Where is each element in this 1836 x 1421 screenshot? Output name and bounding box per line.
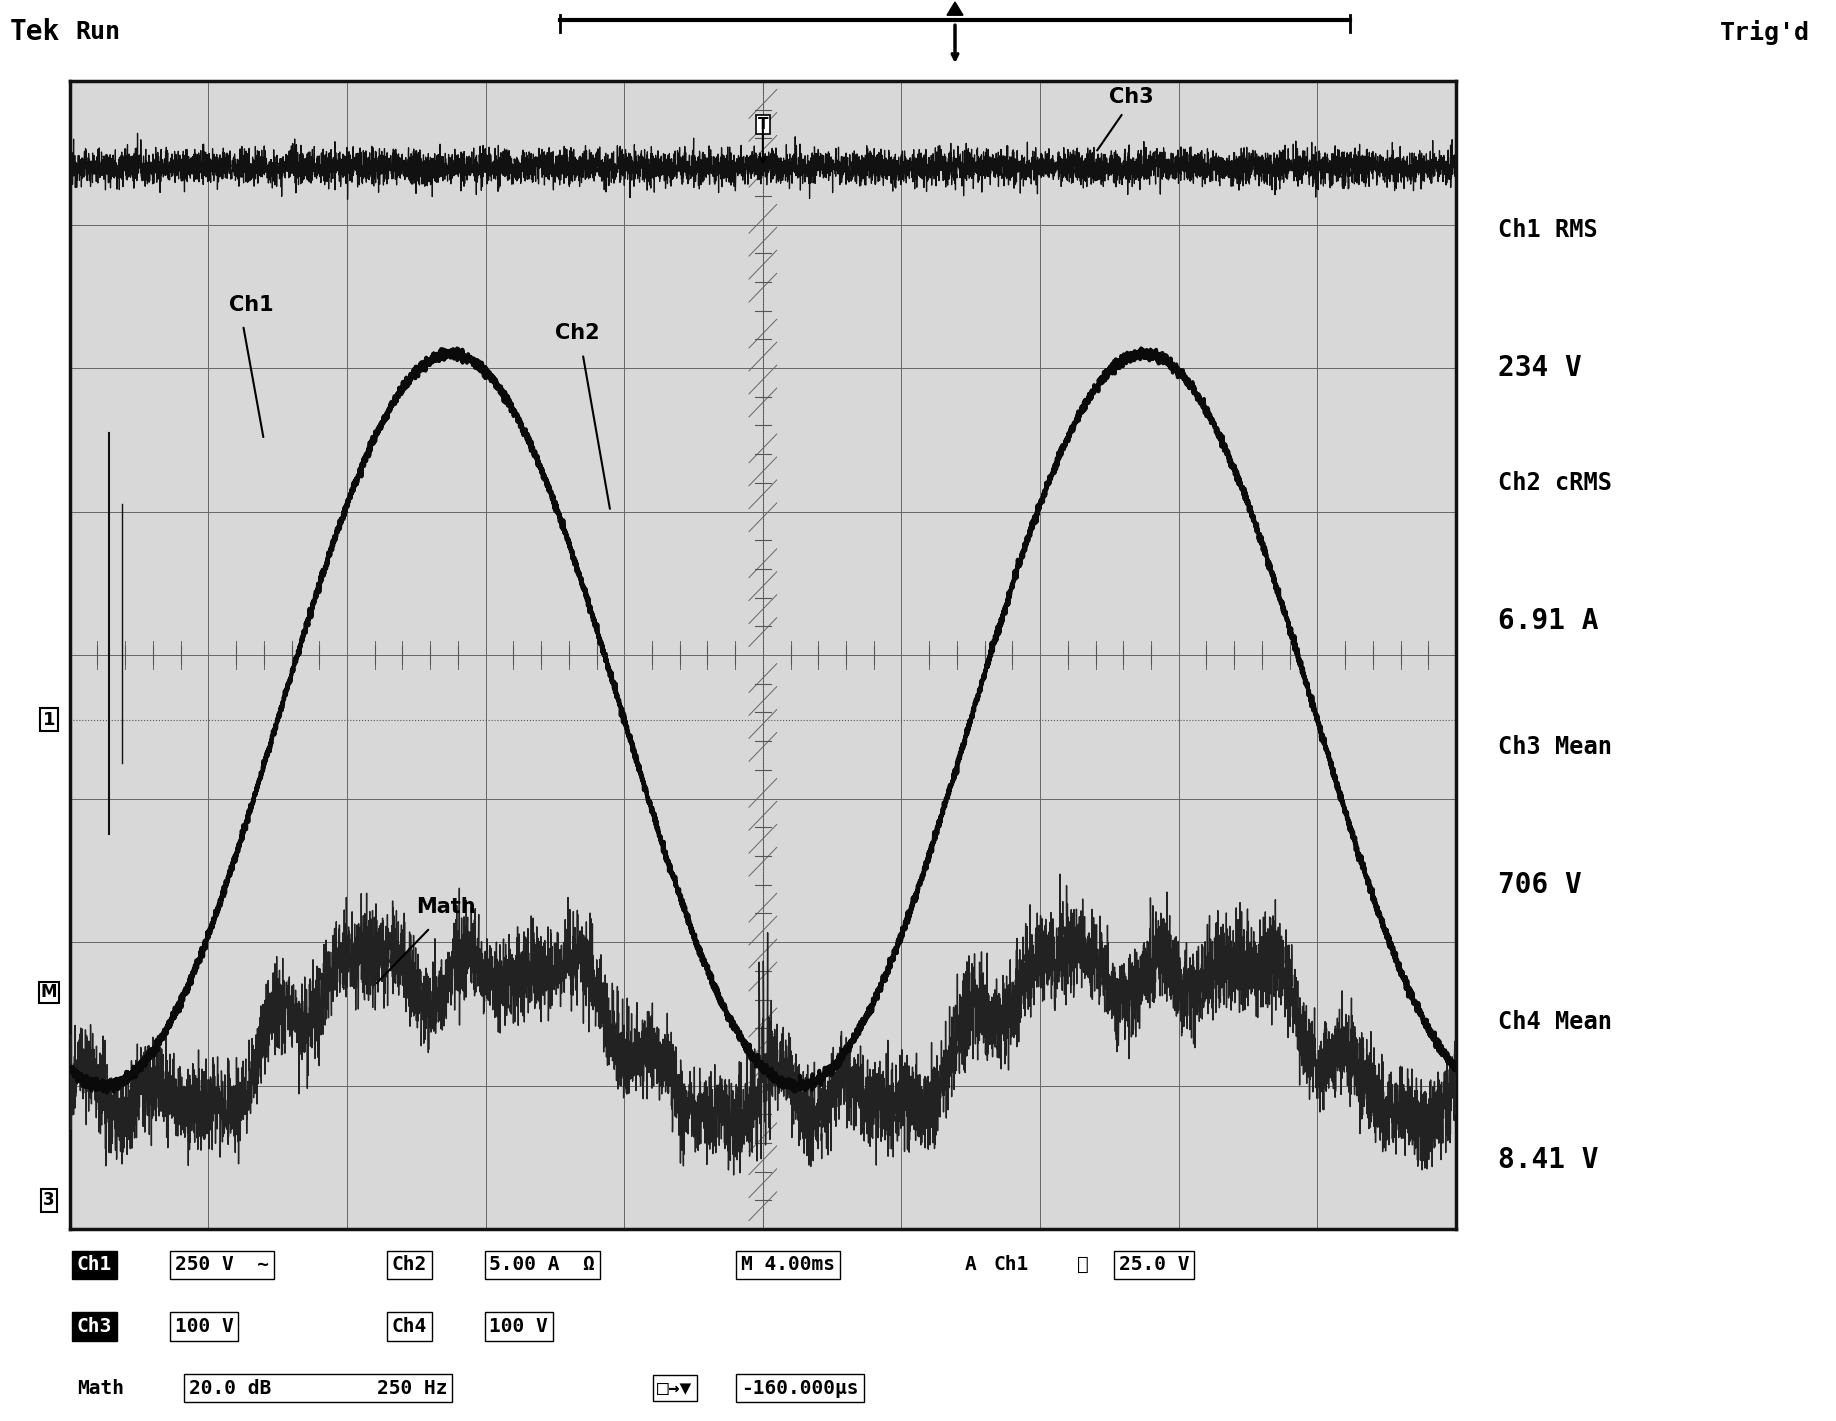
Text: 706 V: 706 V: [1498, 871, 1583, 898]
Text: -160.000μs: -160.000μs: [742, 1378, 859, 1398]
Text: 5.00 A  Ω: 5.00 A Ω: [490, 1255, 595, 1275]
Text: Ch2: Ch2: [554, 324, 600, 344]
Text: Tek: Tek: [9, 18, 61, 47]
Text: Ch3 Mean: Ch3 Mean: [1498, 735, 1612, 759]
Text: Run: Run: [75, 20, 119, 44]
Text: M: M: [40, 983, 57, 1002]
Text: Ch1: Ch1: [77, 1255, 112, 1275]
Polygon shape: [947, 1, 964, 16]
Text: 250 V  ∼: 250 V ∼: [174, 1255, 268, 1275]
Text: Ch3: Ch3: [1109, 87, 1155, 107]
Text: 20.0 dB         250 Hz: 20.0 dB 250 Hz: [189, 1378, 448, 1398]
Text: A: A: [966, 1255, 977, 1275]
Text: Ch2 cRMS: Ch2 cRMS: [1498, 470, 1612, 495]
Text: 8.41 V: 8.41 V: [1498, 1147, 1599, 1174]
Text: Ch3: Ch3: [77, 1317, 112, 1336]
Text: Math: Math: [417, 898, 476, 918]
Text: 25.0 V: 25.0 V: [1120, 1255, 1190, 1275]
Text: Ch1 RMS: Ch1 RMS: [1498, 219, 1597, 242]
Text: 1: 1: [42, 710, 55, 729]
Text: Ch4 Mean: Ch4 Mean: [1498, 1010, 1612, 1034]
Text: Ch1: Ch1: [993, 1255, 1028, 1275]
Text: 3: 3: [44, 1191, 55, 1209]
Text: Trig'd: Trig'd: [1720, 20, 1810, 45]
Text: 6.91 A: 6.91 A: [1498, 607, 1599, 635]
Text: □→▼: □→▼: [657, 1378, 692, 1398]
Text: 100 V: 100 V: [174, 1317, 233, 1336]
Text: M 4.00ms: M 4.00ms: [742, 1255, 835, 1275]
Text: 234 V: 234 V: [1498, 354, 1583, 382]
Text: Ch2: Ch2: [391, 1255, 426, 1275]
Text: ∯: ∯: [1078, 1255, 1089, 1275]
Text: Math: Math: [77, 1378, 123, 1398]
Text: 100 V: 100 V: [490, 1317, 549, 1336]
Text: T: T: [758, 117, 767, 132]
Text: Ch4: Ch4: [391, 1317, 426, 1336]
Text: Ch1: Ch1: [230, 294, 274, 314]
